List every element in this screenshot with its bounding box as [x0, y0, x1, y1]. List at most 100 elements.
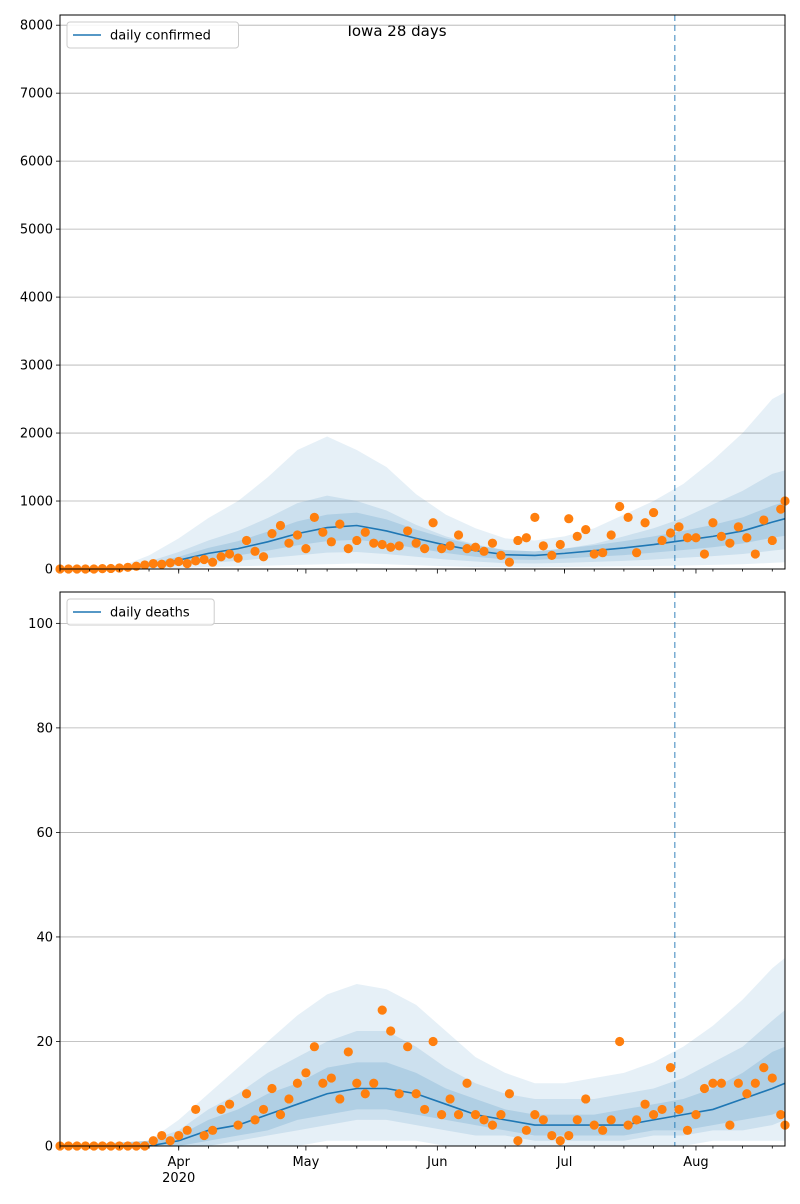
y-tick-label: 100 [28, 617, 53, 632]
observed-point [759, 1063, 769, 1073]
y-tick-label: 0 [45, 563, 53, 578]
observed-point [462, 1078, 472, 1088]
legend-label: daily deaths [110, 606, 190, 621]
observed-point [420, 544, 430, 554]
observed-point [708, 1078, 718, 1088]
x-tick-label: Apr [167, 1155, 190, 1170]
observed-point [521, 1125, 531, 1135]
observed-point [403, 1042, 413, 1052]
observed-point [343, 544, 353, 554]
observed-point [606, 1115, 616, 1125]
observed-point [182, 1125, 192, 1135]
observed-point [606, 530, 616, 540]
observed-point [572, 531, 582, 541]
observed-point [453, 530, 464, 540]
observed-point [250, 1115, 260, 1125]
observed-point [445, 541, 455, 551]
observed-point [148, 1136, 158, 1146]
observed-point [318, 1078, 328, 1088]
y-tick-label: 8000 [20, 19, 53, 34]
observed-point [776, 1110, 786, 1120]
observed-point [648, 1110, 659, 1120]
observed-point [615, 501, 625, 512]
observed-point [411, 1089, 421, 1099]
observed-point [403, 526, 413, 536]
observed-point [233, 553, 243, 563]
y-tick-label: 2000 [20, 427, 53, 442]
observed-point [326, 537, 336, 547]
observed-point [538, 541, 548, 551]
observed-point [377, 1005, 387, 1015]
observed-point [157, 559, 167, 569]
observed-point [750, 1078, 760, 1088]
x-tick-label: Jun [426, 1155, 447, 1170]
band-middle [60, 470, 785, 569]
observed-point [682, 1125, 693, 1135]
observed-point [241, 535, 252, 546]
observed-point [191, 1104, 201, 1115]
observed-point [632, 548, 642, 558]
observed-point [394, 541, 404, 551]
observed-point [148, 558, 158, 569]
observed-point [487, 1120, 498, 1130]
observed-point [123, 562, 133, 572]
observed-point [674, 522, 684, 532]
y-tick-label: 4000 [20, 291, 53, 306]
observed-point [394, 1089, 404, 1099]
observed-point [199, 1130, 209, 1141]
observed-point [199, 554, 209, 565]
observed-point [564, 1130, 574, 1141]
observed-point [733, 1078, 743, 1088]
observed-point [360, 1089, 370, 1099]
observed-point [479, 546, 489, 556]
x-tick-label: Jul [556, 1155, 573, 1170]
observed-point [241, 1089, 252, 1099]
observed-point [360, 527, 370, 537]
observed-point [470, 542, 481, 552]
y-tick-label: 0 [45, 1140, 53, 1155]
observed-point [462, 544, 472, 554]
observed-point [555, 1136, 565, 1146]
observed-point [267, 529, 277, 539]
observed-point [699, 549, 710, 559]
observed-point [699, 1083, 710, 1094]
confirmed-panel: 0 1000 2000 3000 4000 5000 6000 7000 8000 daily c… [20, 14, 790, 578]
observed-point [750, 549, 760, 559]
observed-point [504, 1089, 515, 1099]
observed-point [555, 539, 565, 550]
y-tick-label: 80 [36, 721, 53, 736]
observed-point [428, 518, 438, 528]
legend-box [66, 21, 239, 49]
y-tick-label: 1000 [20, 495, 53, 510]
observed-point [742, 533, 752, 543]
observed-point [301, 1068, 311, 1078]
y-tick-label: 6000 [20, 155, 53, 170]
observed-point [284, 1094, 294, 1104]
observed-point [369, 1078, 379, 1088]
observed-point [776, 504, 786, 514]
observed-point [140, 560, 150, 570]
observed-point [352, 1078, 362, 1088]
observed-point [708, 518, 718, 528]
observed-point [581, 524, 591, 535]
observed-point [530, 512, 540, 522]
observed-point [233, 1120, 243, 1130]
observed-point [470, 1110, 481, 1120]
observed-point [165, 558, 175, 568]
observed-point [767, 1073, 777, 1083]
model-median-line [60, 1082, 786, 1147]
observed-point [479, 1115, 489, 1125]
observed-point [657, 1104, 667, 1115]
observed-point [191, 556, 201, 566]
observed-point [589, 1120, 599, 1130]
observed-point [657, 535, 667, 546]
observed-point [377, 539, 387, 550]
y-tick-label: 3000 [20, 359, 53, 374]
observed-point [258, 1104, 269, 1115]
observed-point [564, 514, 574, 524]
observed-point [428, 1036, 438, 1047]
observed-point [665, 1063, 676, 1073]
observed-point [216, 552, 226, 562]
observed-point [326, 1073, 336, 1083]
